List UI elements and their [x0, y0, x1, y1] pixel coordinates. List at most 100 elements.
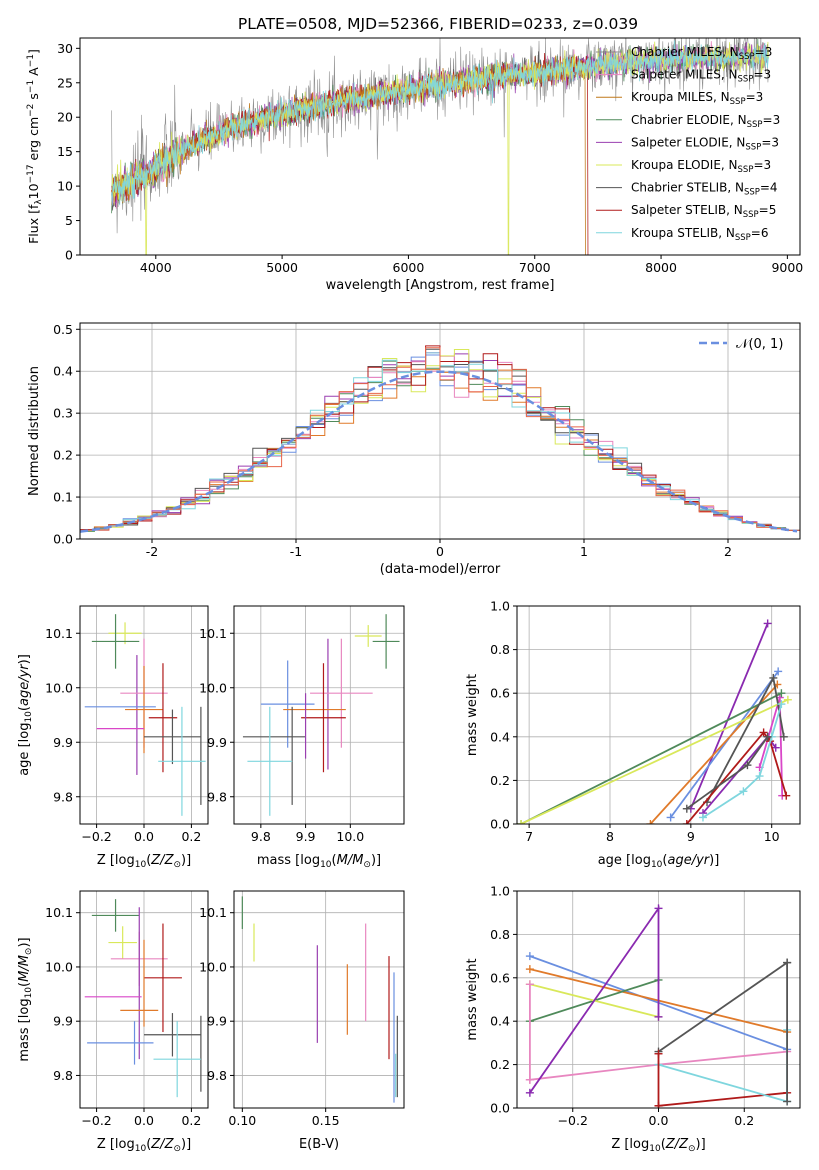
errorbar-point — [310, 638, 373, 748]
mass-weight-line — [657, 961, 788, 1053]
plot-area — [242, 614, 400, 816]
plot-area — [525, 904, 792, 1108]
x-tick-label: 0.2 — [181, 1113, 201, 1128]
x-tick-label: 2 — [724, 544, 732, 559]
plus-marker — [654, 1101, 663, 1108]
errorbar-point — [247, 706, 293, 816]
mass-weight-line — [686, 736, 769, 810]
x-tick-label: 10.0 — [336, 829, 364, 844]
spectrum-line-chabrier-miles — [111, 38, 769, 234]
y-tick-label: 0.6 — [490, 686, 510, 701]
x-tick-label: 0.15 — [312, 1113, 340, 1128]
x-tick-label: 0.0 — [649, 1113, 669, 1128]
y-tick-label: 20 — [57, 110, 73, 125]
legend-entry: Chabrier STELIB, NSSP=4 — [631, 181, 778, 198]
plus-marker — [783, 1097, 792, 1106]
x-axis-label: Z [log10(Z/Z⊙)] — [611, 1137, 705, 1154]
y-tick-label: 0.4 — [490, 1014, 510, 1029]
y-tick-label: 0.2 — [490, 773, 510, 788]
panel-mass_weight_vs_Z: −0.2 0.0 0.2 0.0 0.2 0.4 0.6 0.8 1.0 Z [log10(Z/Z… — [465, 884, 801, 1154]
y-tick-label: 9.8 — [53, 1068, 73, 1083]
spectrum-legend: Chabrier MILES, NSSP=3 Salpeter MILES, NS… — [596, 45, 780, 243]
plus-marker — [517, 820, 526, 824]
errorbar-point — [144, 1013, 201, 1057]
y-tick-label: 0 — [65, 248, 73, 263]
axes-frame — [516, 605, 801, 825]
x-tick-label: 5000 — [266, 260, 298, 275]
x-tick-label: 10 — [764, 829, 780, 844]
plus-marker — [777, 689, 786, 698]
plus-marker — [771, 743, 780, 752]
plot-area — [84, 899, 202, 1098]
plus-marker — [783, 695, 792, 704]
x-axis-label: age [log10(age/yr)] — [598, 853, 720, 870]
y-tick-label: 9.9 — [53, 735, 73, 750]
y-tick-label: 0.3 — [53, 406, 73, 421]
plus-marker — [654, 1049, 663, 1058]
x-tick-label: -2 — [146, 544, 158, 559]
y-tick-label: 0.6 — [490, 970, 510, 985]
mass-weight-line — [649, 683, 779, 824]
plus-marker — [525, 1088, 534, 1097]
y-tick-label: 0.1 — [53, 490, 73, 505]
y-tick-label: 10.0 — [45, 680, 73, 695]
plus-marker — [525, 952, 534, 961]
plus-marker — [525, 980, 534, 989]
errorbar-point — [144, 709, 201, 765]
x-axis-label: Z [log10(Z/Z⊙)] — [97, 1137, 191, 1154]
legend-entry: Salpeter ELODIE, NSSP=3 — [631, 135, 779, 152]
x-tick-label: 7000 — [519, 260, 551, 275]
legend-entry: Salpeter STELIB, NSSP=5 — [631, 203, 776, 220]
spectrum-line-salpeter-elodie — [111, 42, 769, 207]
plus-marker — [654, 904, 663, 913]
plus-marker — [777, 700, 786, 709]
plus-marker — [682, 804, 691, 813]
panel-mass_vs_Z: −0.2 0.0 0.2 9.8 9.9 10.0 10.1 Z [log10(Z/Z⊙)] m… — [17, 890, 209, 1154]
legend-entry: 𝒩(0, 1) — [736, 337, 783, 352]
legend-entry: Kroupa MILES, NSSP=3 — [631, 90, 763, 107]
y-tick-label: 30 — [57, 41, 73, 56]
plot-area — [517, 619, 792, 824]
panel-mass_vs_ebv: 0.10 0.15 9.8 9.9 10.0 10.1 E(B-V) — [199, 890, 405, 1152]
x-tick-label: 7 — [525, 829, 533, 844]
x-axis-label: wavelength [Angstrom, rest frame] — [326, 278, 555, 293]
x-tick-label: 8000 — [645, 260, 677, 275]
mass-weight-line — [520, 692, 782, 824]
x-axis-label: E(B-V) — [299, 1137, 339, 1152]
panel-spectrum: 4000 5000 6000 7000 8000 9000 0 5 10 15 20 25 30 Chab… — [26, 37, 803, 293]
x-tick-label: 1 — [580, 544, 588, 559]
errorbar-point — [260, 660, 315, 748]
mass-weight-line — [689, 623, 769, 810]
y-axis-label: mass weight — [465, 958, 480, 1040]
plus-marker — [525, 1075, 534, 1084]
legend-entry: Chabrier ELODIE, NSSP=3 — [631, 113, 780, 130]
plus-marker — [769, 673, 778, 682]
axes-frame — [79, 37, 801, 256]
plus-marker — [739, 787, 748, 796]
y-axis-label: Flux [fλ10−17 erg cm−2 s−1 A−1] — [26, 49, 44, 244]
y-tick-label: 10.0 — [199, 959, 227, 974]
plot-area — [241, 896, 398, 1103]
plus-marker — [779, 732, 788, 741]
y-tick-label: 9.8 — [53, 789, 73, 804]
y-tick-label: 9.8 — [207, 789, 227, 804]
errorbar-point — [108, 926, 137, 959]
panel-residuals: -2 -1 0 1 2 0.0 0.1 0.2 0.3 0.4 0.5 𝒩(0, 1) (data-mo… — [27, 322, 801, 577]
x-axis-label: mass [log10(M/M⊙)] — [257, 853, 381, 870]
plus-marker — [666, 813, 675, 822]
y-tick-label: 1.0 — [490, 599, 510, 614]
plot-area — [111, 38, 769, 255]
errorbar-point — [372, 614, 400, 669]
plus-marker — [763, 619, 772, 628]
plus-marker — [698, 813, 707, 822]
x-tick-label: 4000 — [140, 260, 172, 275]
mass-weight-line — [658, 1029, 788, 1103]
errorbar-point — [158, 706, 206, 816]
plot-area — [84, 614, 206, 816]
x-tick-label: 9000 — [771, 260, 803, 275]
x-tick-label: −0.2 — [81, 1113, 111, 1128]
y-axis-label: age [log10(age/yr)] — [17, 654, 34, 776]
y-tick-label: 0.8 — [490, 927, 510, 942]
y-tick-label: 10.1 — [199, 905, 227, 920]
